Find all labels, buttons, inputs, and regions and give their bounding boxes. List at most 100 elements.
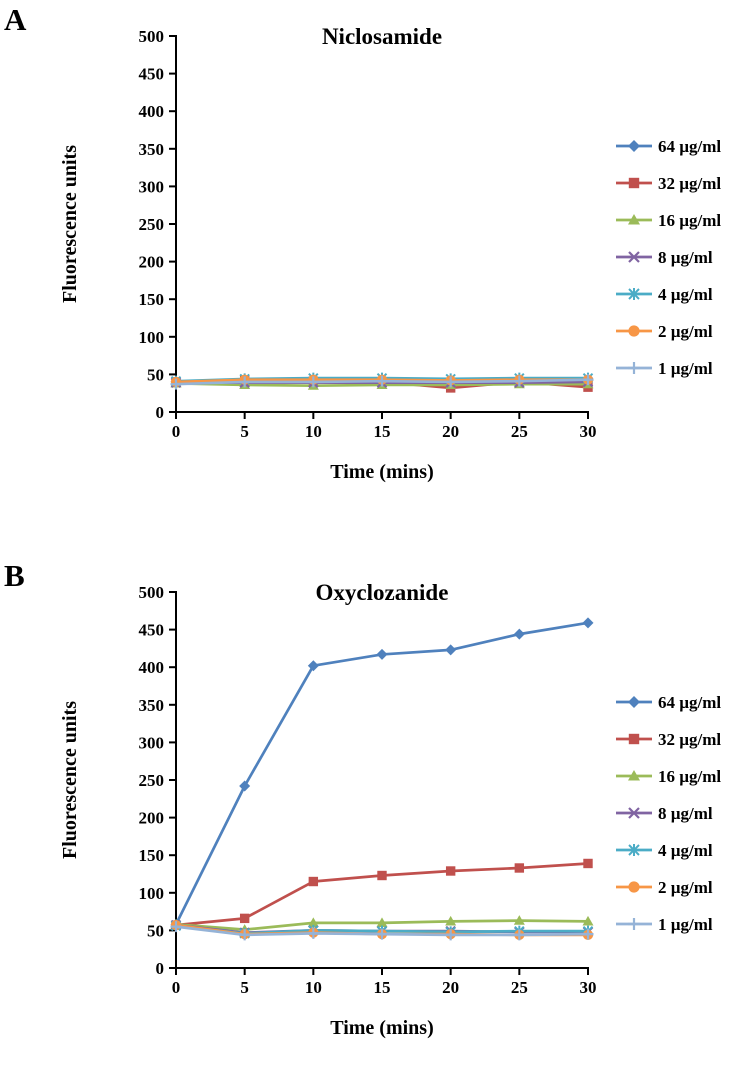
legend-item: 32 µg/ml bbox=[616, 730, 721, 749]
y-tick-label: 0 bbox=[156, 959, 165, 978]
legend-item: 16 µg/ml bbox=[616, 767, 721, 786]
legend-item: 4 µg/ml bbox=[616, 285, 713, 304]
y-tick-label: 150 bbox=[139, 846, 165, 865]
legend-label: 16 µg/ml bbox=[658, 211, 721, 230]
marker-square bbox=[628, 177, 640, 189]
marker-square bbox=[239, 913, 250, 924]
y-tick-label: 250 bbox=[139, 771, 165, 790]
legend: 64 µg/ml 32 µg/ml 16 µg/ml 8 µg/ml 4 µg/ml 2 … bbox=[616, 137, 721, 378]
legend-label: 1 µg/ml bbox=[658, 915, 713, 934]
y-tick-label: 500 bbox=[139, 583, 165, 602]
legend-item: 2 µg/ml bbox=[616, 878, 713, 897]
legend-label: 1 µg/ml bbox=[658, 359, 713, 378]
y-tick-label: 100 bbox=[139, 884, 165, 903]
panel-b: B Oxyclozanide Fluorescence units Time (… bbox=[0, 560, 749, 1060]
y-tick-label: 50 bbox=[147, 365, 164, 384]
marker-plus bbox=[376, 375, 388, 387]
marker-plus bbox=[628, 918, 640, 930]
marker-asterisk bbox=[628, 844, 640, 856]
marker-plus bbox=[376, 928, 388, 940]
axes: 0 50 100 150 200 250 300 350 400 450 500 0 5 10 15 20 25… bbox=[139, 27, 597, 441]
chart-a-ylabel: Fluorescence units bbox=[59, 145, 81, 303]
marker-plus bbox=[582, 928, 594, 940]
y-tick-label: 500 bbox=[139, 27, 165, 46]
x-tick-label: 30 bbox=[580, 422, 597, 441]
y-tick-label: 200 bbox=[139, 809, 165, 828]
marker-triangle bbox=[628, 214, 640, 225]
x-tick-label: 15 bbox=[374, 978, 391, 997]
axes: 0 50 100 150 200 250 300 350 400 450 500 0 5 10 15 20 25… bbox=[139, 583, 597, 997]
y-tick-label: 250 bbox=[139, 215, 165, 234]
y-tick-label: 350 bbox=[139, 140, 165, 159]
chart-b: Oxyclozanide Fluorescence units Time (mi… bbox=[59, 580, 722, 1039]
marker-diamond bbox=[513, 628, 525, 640]
legend-label: 8 µg/ml bbox=[658, 248, 713, 267]
marker-square bbox=[628, 733, 640, 745]
legend: 64 µg/ml 32 µg/ml 16 µg/ml 8 µg/ml 4 µg/ml 2 … bbox=[616, 693, 721, 934]
marker-plus bbox=[445, 376, 457, 388]
legend-item: 64 µg/ml bbox=[616, 693, 721, 712]
legend-item: 4 µg/ml bbox=[616, 841, 713, 860]
marker-plus bbox=[582, 374, 594, 386]
marker-square bbox=[445, 866, 456, 876]
series-1-µg/ml bbox=[170, 374, 594, 390]
marker-plus bbox=[170, 378, 182, 390]
marker-triangle bbox=[445, 915, 457, 926]
legend-item: 8 µg/ml bbox=[616, 248, 713, 267]
x-tick-label: 0 bbox=[172, 978, 181, 997]
marker-triangle bbox=[582, 915, 594, 926]
y-tick-label: 300 bbox=[139, 177, 165, 196]
marker-plus bbox=[445, 929, 457, 941]
marker-diamond bbox=[307, 660, 319, 672]
legend-item: 64 µg/ml bbox=[616, 137, 721, 156]
y-tick-label: 450 bbox=[139, 65, 165, 84]
marker-square bbox=[514, 863, 525, 873]
marker-diamond bbox=[628, 140, 640, 152]
y-tick-label: 150 bbox=[139, 290, 165, 309]
legend-label: 2 µg/ml bbox=[658, 322, 713, 341]
y-tick-label: 300 bbox=[139, 733, 165, 752]
y-tick-label: 0 bbox=[156, 403, 165, 422]
legend-item: 32 µg/ml bbox=[616, 174, 721, 193]
y-tick-label: 200 bbox=[139, 253, 165, 272]
x-tick-label: 5 bbox=[240, 978, 249, 997]
y-tick-label: 50 bbox=[147, 921, 164, 940]
x-tick-label: 25 bbox=[511, 422, 528, 441]
marker-plus bbox=[307, 927, 319, 939]
chart-a: Niclosamide Fluorescence units Time (min… bbox=[59, 24, 722, 483]
legend-item: 1 µg/ml bbox=[616, 359, 713, 378]
y-tick-label: 100 bbox=[139, 328, 165, 347]
y-tick-label: 450 bbox=[139, 621, 165, 640]
y-tick-label: 350 bbox=[139, 696, 165, 715]
marker-plus bbox=[513, 929, 525, 941]
marker-diamond bbox=[628, 696, 640, 708]
marker-plus bbox=[307, 376, 319, 388]
marker-x bbox=[628, 807, 640, 819]
x-tick-label: 0 bbox=[172, 422, 181, 441]
panel-a: A Niclosamide Fluorescence units Time (m… bbox=[0, 4, 749, 504]
x-tick-label: 25 bbox=[511, 978, 528, 997]
marker-triangle bbox=[376, 917, 388, 928]
marker-x bbox=[628, 251, 640, 263]
legend-item: 2 µg/ml bbox=[616, 322, 713, 341]
marker-circle bbox=[628, 325, 640, 337]
marker-square bbox=[583, 858, 593, 869]
figure: A Niclosamide Fluorescence units Time (m… bbox=[0, 4, 749, 1066]
panel-a-letter: A bbox=[4, 2, 27, 37]
y-tick-label: 400 bbox=[139, 102, 165, 121]
marker-plus bbox=[170, 921, 182, 933]
legend-item: 16 µg/ml bbox=[616, 211, 721, 230]
chart-a-xlabel: Time (mins) bbox=[330, 461, 434, 483]
x-tick-label: 10 bbox=[305, 422, 322, 441]
marker-asterisk bbox=[628, 288, 640, 300]
marker-plus bbox=[239, 929, 251, 941]
legend-item: 1 µg/ml bbox=[616, 915, 713, 934]
chart-a-plot: 0 50 100 150 200 250 300 350 400 450 500 0 5 10 15 20 25… bbox=[139, 27, 722, 441]
x-tick-label: 20 bbox=[442, 978, 459, 997]
marker-circle bbox=[628, 881, 640, 893]
marker-diamond bbox=[376, 648, 388, 660]
series-64-µg/ml bbox=[170, 617, 594, 930]
chart-b-plot: 0 50 100 150 200 250 300 350 400 450 500 0 5 10 15 20 25… bbox=[139, 583, 722, 997]
marker-triangle bbox=[513, 915, 525, 925]
marker-diamond bbox=[239, 780, 251, 792]
